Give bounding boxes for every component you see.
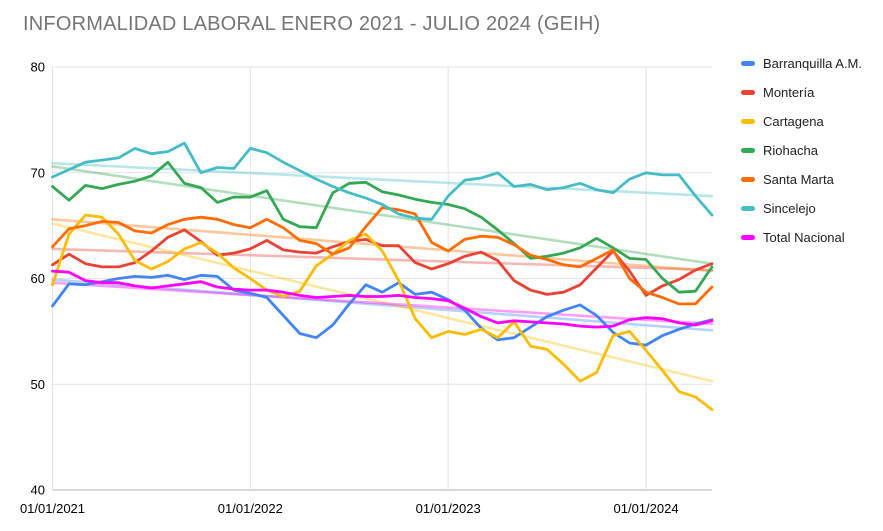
legend-item-label: Barranquilla A.M. bbox=[763, 56, 862, 71]
trendline-Montería bbox=[51, 247, 714, 272]
y-axis-tick-label: 70 bbox=[31, 165, 45, 180]
trendline-Total Nacional bbox=[51, 281, 714, 326]
chart-title: INFORMALIDAD LABORAL ENERO 2021 - JULIO … bbox=[23, 13, 601, 35]
x-axis-tick-label: 01/01/2024 bbox=[614, 501, 679, 516]
legend-item: Santa Marta bbox=[741, 165, 881, 194]
legend-item: Riohacha bbox=[741, 136, 881, 165]
legend-item-label: Sincelejo bbox=[763, 201, 816, 216]
series-line-Total Nacional bbox=[51, 269, 714, 329]
legend-swatch-icon bbox=[741, 148, 755, 153]
legend-item: Total Nacional bbox=[741, 223, 881, 252]
legend-swatch-icon bbox=[741, 61, 755, 66]
legend-swatch-icon bbox=[741, 177, 755, 182]
chart-legend: Barranquilla A.M. Montería Cartagena Riohac… bbox=[741, 49, 881, 252]
legend-swatch-icon bbox=[741, 235, 755, 240]
legend-swatch-icon bbox=[741, 206, 755, 211]
series-line-Cartagena bbox=[51, 213, 714, 412]
legend-item-label: Total Nacional bbox=[763, 230, 845, 245]
legend-item: Barranquilla A.M. bbox=[741, 49, 881, 78]
legend-item-label: Riohacha bbox=[763, 143, 818, 158]
y-axis-tick-label: 50 bbox=[31, 377, 45, 392]
series-line-Santa Marta bbox=[51, 206, 714, 306]
y-axis-tick-label: 40 bbox=[31, 483, 45, 498]
x-axis-tick-label: 01/01/2023 bbox=[416, 501, 481, 516]
x-axis-tick-label: 01/01/2022 bbox=[218, 501, 283, 516]
x-axis-tick-label: 01/01/2021 bbox=[20, 501, 85, 516]
legend-item: Sincelejo bbox=[741, 194, 881, 223]
series-line-Sincelejo bbox=[51, 141, 714, 221]
legend-item-label: Cartagena bbox=[763, 114, 824, 129]
series-line-Riohacha bbox=[51, 160, 714, 294]
legend-item-label: Montería bbox=[763, 85, 815, 100]
legend-swatch-icon bbox=[741, 119, 755, 124]
series-line-Barranquilla A.M. bbox=[51, 273, 714, 347]
trendline-Cartagena bbox=[51, 222, 714, 383]
y-axis-tick-label: 80 bbox=[31, 60, 45, 75]
y-axis-tick-label: 60 bbox=[31, 271, 45, 286]
legend-item-label: Santa Marta bbox=[763, 172, 834, 187]
trendline-Riohacha bbox=[51, 165, 714, 265]
legend-swatch-icon bbox=[741, 90, 755, 95]
series-line-Montería bbox=[51, 228, 714, 297]
legend-item: Cartagena bbox=[741, 107, 881, 136]
legend-item: Montería bbox=[741, 78, 881, 107]
